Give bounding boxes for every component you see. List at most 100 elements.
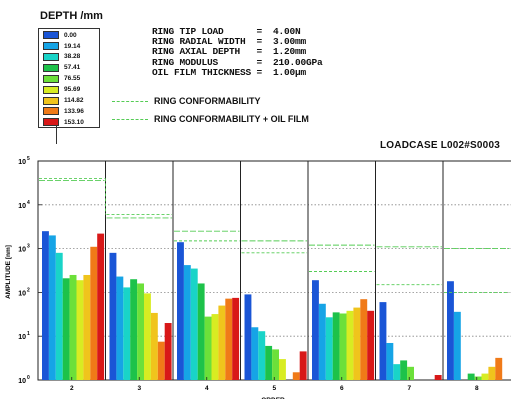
- bar: [90, 246, 98, 380]
- bar: [197, 283, 205, 380]
- bar: [339, 313, 347, 380]
- y-tick-label: 10: [18, 203, 26, 210]
- y-tick-exponent: 3: [27, 244, 30, 250]
- bar: [447, 281, 454, 380]
- legend-label: 57.41: [64, 64, 81, 72]
- conformability-label: RING CONFORMABILITY: [154, 96, 261, 106]
- bar: [157, 341, 165, 380]
- bar: [130, 279, 138, 380]
- bar: [332, 312, 340, 380]
- legend-entry: 153.10: [43, 118, 99, 127]
- bar: [69, 274, 77, 380]
- conformability-legend: RING CONFORMABILITY: [112, 96, 261, 106]
- legend-title: DEPTH /mm: [40, 10, 103, 22]
- legend-label: 133.96: [64, 107, 84, 115]
- bar: [353, 307, 361, 380]
- bar: [116, 276, 124, 380]
- x-tick-label: 8: [475, 385, 479, 392]
- x-tick-label: 2: [70, 385, 74, 392]
- bar: [190, 268, 198, 380]
- parameter-block: RING TIP LOAD = 4.00N RING RADIAL WIDTH …: [152, 26, 323, 78]
- bar: [318, 303, 326, 380]
- bar: [434, 375, 442, 380]
- loadcase-title: LOADCASE L002#S0003: [380, 140, 500, 151]
- x-tick-label: 7: [407, 385, 411, 392]
- y-tick-label: 10: [18, 334, 26, 341]
- bar: [272, 349, 279, 380]
- legend-entry: 57.41: [43, 63, 99, 72]
- bar: [453, 311, 461, 380]
- x-axis-label: ORDER: [261, 397, 285, 399]
- param-tip-load: RING TIP LOAD = 4.00N: [152, 26, 301, 37]
- bar: [244, 294, 252, 380]
- y-tick-exponent: 2: [27, 287, 30, 293]
- legend-swatch: [43, 74, 59, 83]
- legend-swatch: [43, 31, 59, 40]
- legend-swatch: [43, 63, 59, 72]
- bar: [312, 280, 319, 380]
- bar: [346, 310, 354, 380]
- plot-frame: [37, 160, 511, 381]
- conformability-oil-line-sample: [112, 118, 148, 120]
- legend-swatch: [43, 107, 59, 116]
- conformability-line-sample: [112, 100, 148, 102]
- bar: [292, 372, 300, 380]
- legend-label: 19.14: [64, 42, 81, 50]
- bar: [109, 252, 117, 380]
- x-tick-label: 5: [272, 385, 276, 392]
- bar: [407, 366, 414, 380]
- bar: [474, 376, 482, 380]
- bar: [150, 312, 158, 380]
- bar: [232, 297, 240, 380]
- bar: [204, 316, 212, 380]
- bar: [265, 345, 273, 380]
- bar: [481, 373, 489, 380]
- param-axial-depth: RING AXIAL DEPTH = 1.20mm: [152, 46, 307, 58]
- bar: [393, 364, 401, 380]
- bar: [360, 299, 368, 380]
- bar: [325, 317, 333, 380]
- legend-swatch: [43, 118, 59, 127]
- bar: [97, 233, 105, 380]
- bar: [225, 298, 233, 380]
- bar: [258, 331, 266, 380]
- legend-entry: 95.69: [43, 85, 99, 94]
- bar: [211, 314, 219, 380]
- bar: [279, 359, 286, 380]
- legend-entry: 114.82: [43, 96, 99, 105]
- legend-swatch: [43, 42, 59, 51]
- bar: [177, 242, 184, 380]
- y-tick-exponent: 1: [27, 331, 30, 337]
- bar: [123, 287, 131, 380]
- bar: [299, 351, 307, 380]
- bar: [62, 278, 70, 380]
- bar: [48, 235, 56, 380]
- legend-entry: 76.55: [43, 74, 99, 83]
- legend-box: 0.00 19.14 38.28 57.41 76.55 95.69 114.82 133.9…: [38, 28, 100, 128]
- bar: [183, 265, 191, 380]
- legend-label: 38.28: [64, 53, 81, 61]
- bar: [400, 360, 408, 380]
- param-modulus: RING MODULUS = 210.00GPa: [152, 56, 323, 68]
- y-tick-label: 10: [18, 159, 26, 166]
- bar: [42, 231, 49, 380]
- legend-entry: 0.00: [43, 31, 99, 40]
- y-tick-label: 10: [18, 247, 26, 254]
- bar: [488, 366, 496, 380]
- bar: [144, 293, 151, 380]
- bar: [386, 342, 394, 380]
- bar: [251, 327, 259, 380]
- bar: [137, 283, 144, 380]
- legend-label: 0.00: [64, 31, 77, 39]
- legend-entry: 38.28: [43, 52, 99, 61]
- bar: [164, 323, 172, 380]
- legend-entry: 133.96: [43, 107, 99, 116]
- x-tick-label: 4: [205, 385, 209, 392]
- legend-entry: 19.14: [43, 41, 99, 51]
- legend-swatch: [43, 85, 59, 94]
- bar: [367, 310, 375, 380]
- y-tick-exponent: 4: [27, 200, 30, 206]
- x-tick-label: 6: [340, 385, 344, 392]
- legend-swatch: [43, 52, 59, 61]
